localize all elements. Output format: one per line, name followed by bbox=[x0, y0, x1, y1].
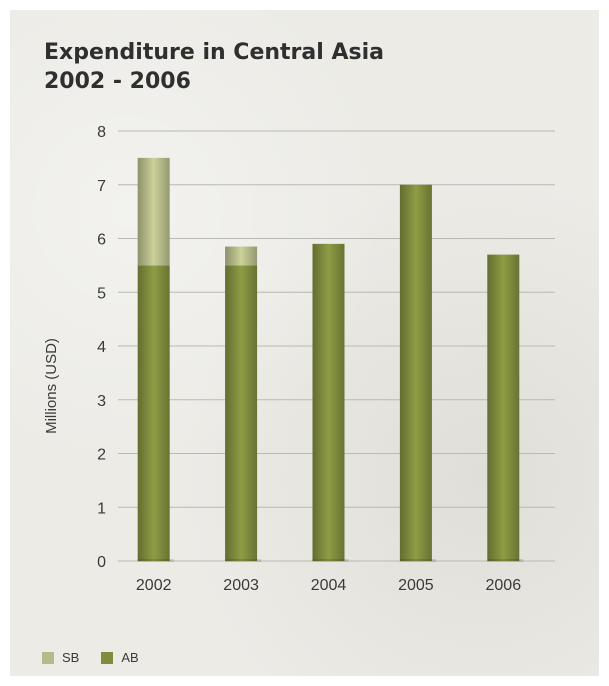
legend-item-sb: SB bbox=[42, 650, 79, 665]
y-tick-label-6: 6 bbox=[97, 232, 106, 249]
y-tick-label-7: 7 bbox=[97, 178, 106, 195]
x-tick-label-2002: 2002 bbox=[136, 577, 172, 594]
legend-swatch-ab bbox=[101, 651, 114, 664]
chart-title: Expenditure in Central Asia 2002 - 2006 bbox=[44, 38, 384, 96]
y-tick-label-0: 0 bbox=[97, 554, 106, 571]
chart-title-line-1: Expenditure in Central Asia bbox=[44, 40, 384, 65]
y-tick-label-8: 8 bbox=[97, 124, 106, 141]
chart-title-line-2: 2002 - 2006 bbox=[44, 69, 191, 94]
chart-card: Expenditure in Central Asia 2002 - 2006 … bbox=[10, 10, 599, 676]
legend-label-sb: SB bbox=[62, 650, 80, 665]
y-axis-title: Millions (USD) bbox=[43, 338, 60, 434]
bar-shadow-2004 bbox=[312, 559, 349, 562]
bar-shadow-2006 bbox=[487, 559, 524, 562]
bar-sb-2002 bbox=[137, 157, 170, 266]
legend: SB AB bbox=[42, 650, 161, 665]
x-tick-label-2006: 2006 bbox=[486, 577, 522, 594]
legend-item-ab: AB bbox=[101, 650, 139, 665]
bar-shadow-2003 bbox=[225, 559, 262, 562]
y-tick-label-5: 5 bbox=[97, 285, 106, 302]
y-tick-label-3: 3 bbox=[97, 393, 106, 410]
bar-ab-2006 bbox=[487, 254, 520, 561]
x-tick-label-2004: 2004 bbox=[311, 577, 347, 594]
bar-sb-2003 bbox=[225, 246, 258, 266]
bar-shadow-2005 bbox=[399, 559, 436, 562]
y-tick-label-4: 4 bbox=[97, 339, 106, 356]
y-tick-label-1: 1 bbox=[97, 500, 106, 517]
bar-chart: 0 1 2 3 4 5 6 7 8 Millions (USD) 2002 2003 2004 2005 2… bbox=[43, 124, 555, 594]
legend-swatch-sb bbox=[42, 651, 54, 664]
x-tick-label-2003: 2003 bbox=[223, 577, 259, 594]
bar-ab-2004 bbox=[312, 243, 345, 561]
bar-ab-2002 bbox=[137, 265, 170, 561]
legend-label-ab: AB bbox=[121, 650, 139, 665]
bar-shadow-2002 bbox=[137, 559, 174, 562]
bar-ab-2003 bbox=[225, 265, 258, 561]
y-tick-label-2: 2 bbox=[97, 447, 106, 464]
bar-ab-2005 bbox=[399, 184, 432, 561]
x-tick-label-2005: 2005 bbox=[398, 577, 434, 594]
